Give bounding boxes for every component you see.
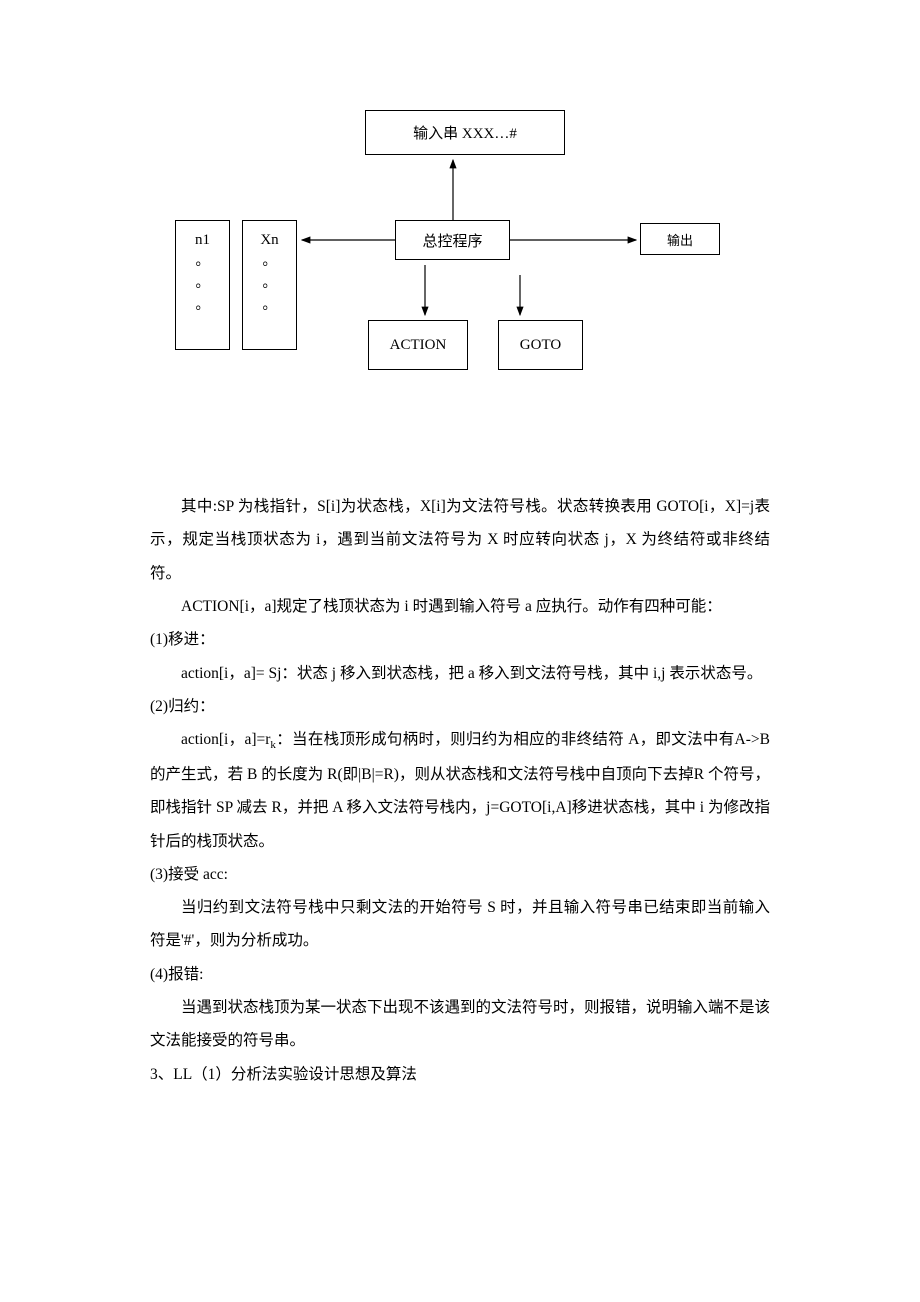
goto-text: GOTO <box>520 337 561 354</box>
paragraph: 当归约到文法符号栈中只剩文法的开始符号 S 时，并且输入符号串已结束即当前输入符… <box>150 891 770 958</box>
diagram: 输入串 XXX…# n1 。 。 。 Xn 。 。 。 总控程序 输出 ACTI… <box>150 80 770 430</box>
goto-box: GOTO <box>498 320 583 370</box>
action-box: ACTION <box>368 320 468 370</box>
text-fragment: ：当在栈顶形成句柄时，则归约为相应的非终结符 A，即文法中有A->B 的产生式，… <box>150 731 770 849</box>
dot-icon: 。 <box>263 273 277 295</box>
paragraph: action[i，a]=rk：当在栈顶形成句柄时，则归约为相应的非终结符 A，即… <box>150 723 770 858</box>
output-box: 输出 <box>640 223 720 255</box>
heading-item: (2)归约： <box>150 690 770 723</box>
page: 输入串 XXX…# n1 。 。 。 Xn 。 。 。 总控程序 输出 ACTI… <box>0 0 920 1191</box>
body-text: 其中:SP 为栈指针，S[i]为状态栈，X[i]为文法符号栈。状态转换表用 GO… <box>150 490 770 1091</box>
dot-icon: 。 <box>196 295 210 317</box>
action-text: ACTION <box>390 337 447 354</box>
dot-icon: 。 <box>196 273 210 295</box>
input-box-text: 输入串 XXX…# <box>413 122 517 143</box>
stack-n-box: n1 。 。 。 <box>175 220 230 350</box>
input-box: 输入串 XXX…# <box>365 110 565 155</box>
paragraph: action[i，a]= Sj：状态 j 移入到状态栈，把 a 移入到文法符号栈… <box>150 657 770 690</box>
controller-box: 总控程序 <box>395 220 510 260</box>
output-text: 输出 <box>667 230 693 249</box>
paragraph: 当遇到状态栈顶为某一状态下出现不该遇到的文法符号时，则报错，说明输入端不是该文法… <box>150 991 770 1058</box>
paragraph: 3、LL（1）分析法实验设计思想及算法 <box>150 1058 770 1091</box>
paragraph: 其中:SP 为栈指针，S[i]为状态栈，X[i]为文法符号栈。状态转换表用 GO… <box>150 490 770 590</box>
dot-icon: 。 <box>263 251 277 273</box>
stack-x-label: Xn <box>260 229 278 251</box>
paragraph: ACTION[i，a]规定了栈顶状态为 i 时遇到输入符号 a 应执行。动作有四… <box>150 590 770 623</box>
controller-text: 总控程序 <box>422 230 482 251</box>
heading-item: (1)移进： <box>150 623 770 656</box>
heading-item: (3)接受 acc: <box>150 858 770 891</box>
dot-icon: 。 <box>196 251 210 273</box>
text-fragment: action[i，a]=r <box>181 731 270 748</box>
stack-x-box: Xn 。 。 。 <box>242 220 297 350</box>
dot-icon: 。 <box>263 295 277 317</box>
stack-n-label: n1 <box>195 229 210 251</box>
heading-item: (4)报错: <box>150 958 770 991</box>
